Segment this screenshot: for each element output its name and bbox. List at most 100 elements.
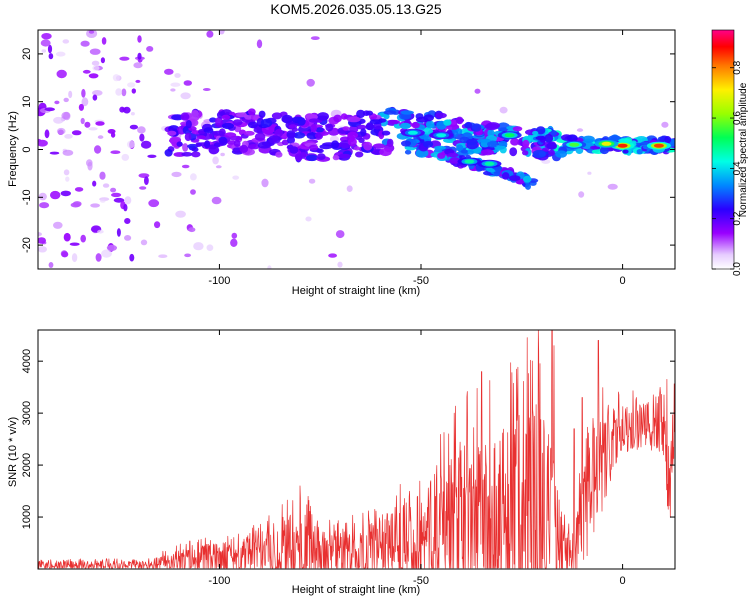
spectrogram-blob	[60, 190, 71, 197]
spectrogram-blob	[126, 140, 135, 149]
spectrogram-blob	[575, 147, 584, 155]
x-tick-label: -50	[413, 575, 429, 587]
spectrogram-blob	[523, 175, 532, 183]
spectrogram-blob	[317, 153, 326, 161]
spectrogram-blob	[99, 171, 106, 180]
spectrogram-blob	[337, 261, 343, 268]
spectrogram-blob	[546, 142, 558, 150]
spectrogram-blob	[522, 150, 529, 156]
spectrogram-blob	[202, 88, 211, 91]
spectrogram-blob	[82, 69, 91, 74]
spectrogram-blob	[154, 221, 161, 229]
spectrogram-blob	[41, 33, 52, 40]
spectrogram-blob	[349, 125, 359, 134]
spectrogram-blob	[185, 120, 192, 129]
spectrogram-blob	[63, 169, 70, 176]
spectrogram-blob	[140, 140, 152, 149]
spectrogram-blob	[39, 202, 50, 209]
spectrogram-blob	[576, 128, 584, 132]
spectrogram-blob	[221, 114, 231, 120]
spectrogram-blob	[532, 149, 547, 159]
spectrogram-blob	[260, 118, 273, 128]
spectrogram-blob	[466, 141, 479, 150]
spectrogram-blob	[91, 60, 100, 66]
spectrogram-blob	[124, 218, 131, 224]
spectrogram-blob	[532, 130, 539, 136]
spectrogram-blob	[567, 134, 578, 142]
spectrogram-blob	[169, 136, 182, 144]
spectrogram-blob	[184, 132, 192, 142]
spectrogram-blob	[190, 189, 196, 195]
spectrogram-blob	[64, 134, 73, 139]
spectrogram-blob	[115, 88, 123, 96]
spectrogram-blob	[333, 114, 342, 123]
spectrogram-blob	[139, 186, 147, 190]
spectrogram-blob	[372, 143, 386, 149]
spectrogram-blob	[443, 137, 457, 143]
spectrogram-blob	[239, 144, 249, 153]
spectrogram-blob	[325, 123, 334, 132]
spectrogram-blob	[404, 149, 412, 155]
spectrogram-blob	[407, 130, 418, 135]
spectrogram-blob	[137, 52, 142, 60]
spectrogram-blob	[72, 201, 82, 207]
spectrogram-blob	[38, 232, 42, 237]
x-tick-label: 0	[620, 575, 626, 587]
spectrogram-blob	[88, 127, 98, 131]
spectrogram-blob	[544, 133, 554, 143]
spectrogram-blob	[170, 82, 181, 87]
spectrogram-blob	[38, 192, 47, 201]
spectrogram-blob	[555, 150, 567, 158]
spectrogram-blob	[548, 149, 555, 156]
spectrogram-blob	[508, 175, 521, 182]
colorbar-ticks: 0.0 0.2 0.4 0.6 0.8	[712, 60, 743, 276]
spectrogram-blob	[212, 156, 219, 165]
spectrogram-blob	[305, 154, 319, 162]
spectrogram-blob	[65, 176, 70, 182]
spectrogram-blob	[306, 132, 318, 140]
snr-y-ticks: 1000 2000 3000 4000	[21, 349, 675, 529]
spectrogram-blob	[366, 122, 374, 130]
spectrogram-blob	[233, 140, 241, 147]
spectrogram-blob	[209, 117, 217, 123]
spectrogram-blob	[92, 180, 97, 187]
spectrogram-blob	[190, 173, 197, 181]
x-tick-label: 0	[620, 275, 626, 287]
spectrogram-blob	[464, 121, 473, 129]
spectrogram-blob	[221, 122, 235, 130]
spectrogram-blob	[617, 143, 628, 148]
spectrogram-blob	[436, 133, 447, 138]
spectrogram-blob	[435, 112, 447, 119]
spectrogram-blob	[510, 138, 520, 146]
spectrogram-blob	[535, 135, 546, 141]
spectrogram-blob	[346, 185, 353, 192]
spectrogram-blob	[78, 103, 84, 111]
spectrogram-blob	[355, 151, 364, 158]
spectrogram-blob	[456, 144, 464, 152]
spectrogram-blob	[363, 141, 373, 151]
y-tick-label: 4000	[21, 349, 33, 373]
spectrogram-blob	[541, 147, 550, 152]
spectrogram-blob	[144, 176, 149, 186]
spectrogram-blob	[305, 216, 312, 222]
spectrogram-blob	[356, 124, 367, 130]
snr-frame	[37, 329, 676, 570]
spectrogram-blob	[88, 30, 95, 34]
spectrogram-blob	[308, 118, 320, 123]
spectrogram-blob	[381, 130, 391, 136]
spectrogram-blob	[63, 232, 71, 242]
spectrogram-blob	[286, 144, 294, 150]
spectrogram-blob	[664, 136, 672, 144]
spectrogram-blob	[106, 244, 117, 251]
spectrogram-blob	[369, 119, 383, 125]
spectrogram-blob	[230, 238, 238, 247]
spectrogram-blob	[74, 187, 84, 192]
spectrogram-blob	[181, 152, 193, 157]
spectrogram-blob	[80, 117, 85, 125]
spectrogram-blob	[258, 110, 266, 119]
spectrogram-blob	[92, 90, 103, 96]
spectrogram-blob	[471, 123, 482, 132]
spectrogram-blob	[399, 112, 412, 120]
spectrogram-blob	[496, 122, 510, 132]
